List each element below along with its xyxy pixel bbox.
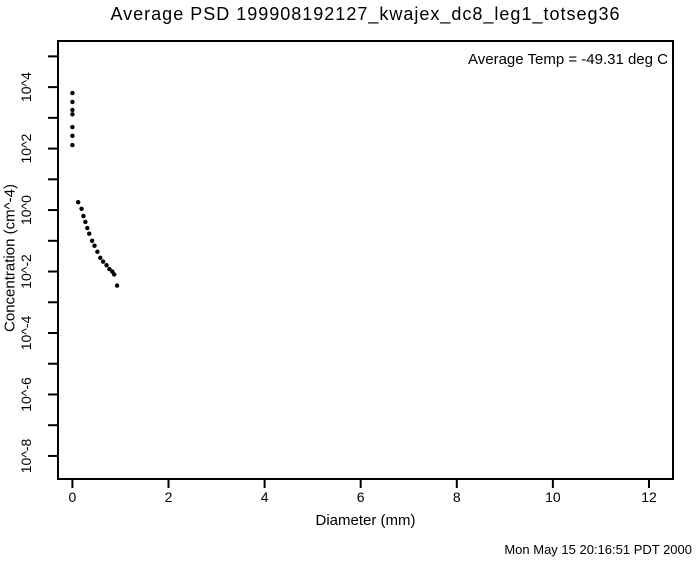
x-axis-title: Diameter (mm) xyxy=(315,512,416,529)
x-axis-tick-label: 10 xyxy=(545,489,561,505)
y-axis-title: Concentration (cm^-4) xyxy=(1,184,19,332)
x-axis-tick-label: 4 xyxy=(261,489,269,505)
y-axis-tick-label: 10^-4 xyxy=(18,315,34,350)
y-axis-tick-label: 10^0 xyxy=(18,195,34,225)
data-point-small-diameter-cluster xyxy=(70,133,75,139)
x-axis-tick-label: 6 xyxy=(357,489,365,505)
data-point-large-diameter-tail xyxy=(107,266,112,272)
chart-title: Average PSD 199908192127_kwajex_dc8_leg1… xyxy=(110,4,621,24)
average-temp-annotation: Average Temp = -49.31 deg C xyxy=(468,51,668,68)
data-point-large-diameter-tail xyxy=(95,249,100,254)
y-axis-tick-label: 10^-8 xyxy=(18,438,34,473)
data-point-small-diameter-cluster xyxy=(70,124,75,130)
data-point-small-diameter-cluster xyxy=(70,90,75,96)
data-point-large-diameter-tail xyxy=(79,206,84,211)
data-point-large-diameter-tail xyxy=(100,259,106,264)
data-point-large-diameter-tail xyxy=(83,219,88,225)
x-axis-tick-label: 2 xyxy=(165,489,173,505)
data-point-small-diameter-cluster xyxy=(70,142,75,148)
data-point-large-diameter-tail xyxy=(81,213,86,219)
plot-frame xyxy=(57,40,674,480)
data-point-large-diameter-tail xyxy=(104,263,109,268)
data-point-large-diameter-tail xyxy=(98,255,103,260)
data-point-large-diameter-tail xyxy=(89,238,95,243)
x-axis-tick-label: 8 xyxy=(453,489,461,505)
y-axis-tick-label: 10^-6 xyxy=(18,377,34,412)
data-point-small-diameter-cluster xyxy=(70,107,75,113)
data-point-large-diameter-tail xyxy=(112,272,117,277)
x-axis-tick-label: 0 xyxy=(69,489,77,505)
data-point-large-diameter-tail xyxy=(75,200,81,205)
data-point-large-diameter-tail xyxy=(114,283,120,288)
data-point-small-diameter-cluster xyxy=(70,99,75,105)
x-axis-tick-label: 12 xyxy=(641,489,657,505)
data-point-large-diameter-tail xyxy=(92,243,97,248)
y-axis-tick-label: 10^-2 xyxy=(18,254,34,289)
y-axis-tick-label: 10^4 xyxy=(18,72,34,102)
data-point-large-diameter-tail xyxy=(85,225,90,231)
data-point-large-diameter-tail xyxy=(87,231,92,236)
data-point-small-diameter-cluster xyxy=(70,112,75,117)
plot-timestamp: Mon May 15 20:16:51 PDT 2000 xyxy=(504,542,692,557)
y-axis-tick-label: 10^2 xyxy=(18,133,34,163)
